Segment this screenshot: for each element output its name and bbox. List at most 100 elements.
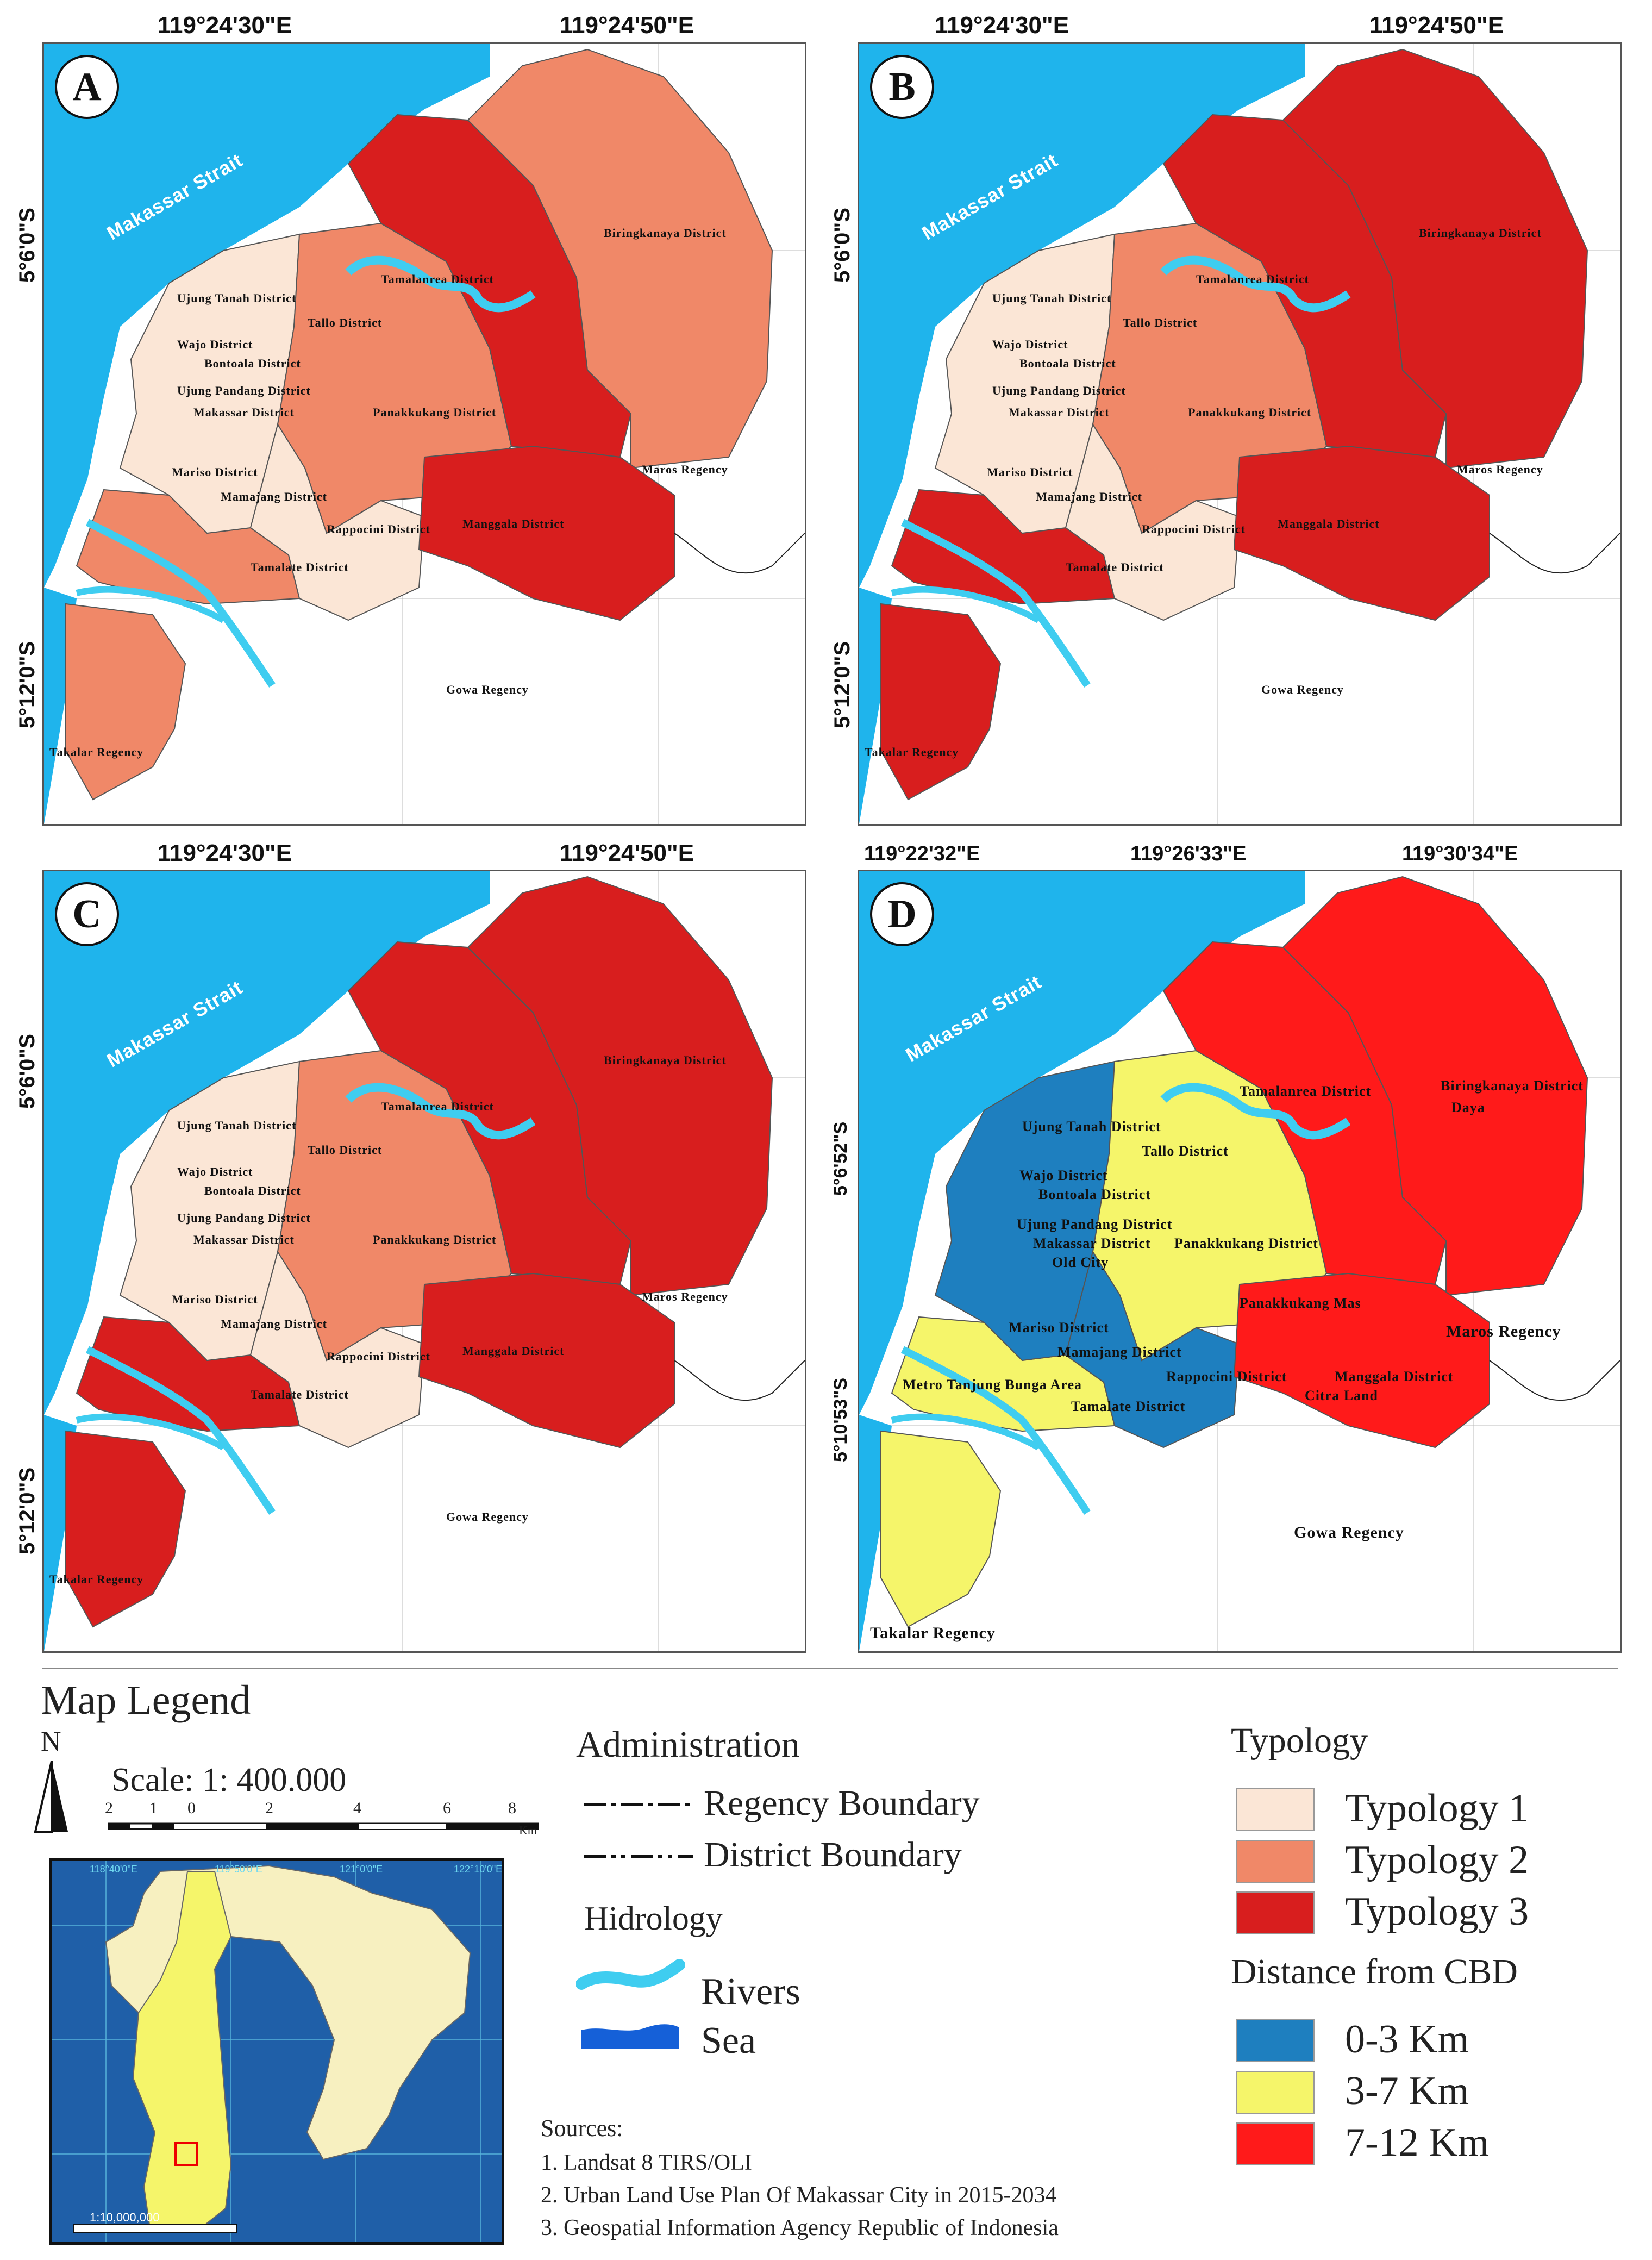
map-label: Old City bbox=[1052, 1254, 1109, 1270]
map-label: Takalar Regency bbox=[49, 745, 144, 759]
scale-tick-1: 1 bbox=[149, 1799, 158, 1817]
coord-left-b1: 5°6'0"S bbox=[830, 208, 854, 283]
map-label: Panakkukang District bbox=[373, 1233, 497, 1246]
map-panel-d: D Tamalanrea District Biringkanaya Distric… bbox=[858, 870, 1622, 1653]
north-label: N bbox=[41, 1726, 61, 1757]
panel-letter-badge: A bbox=[55, 55, 119, 119]
map-label: Maros Regency bbox=[1457, 463, 1543, 476]
typology-2-swatch bbox=[1236, 1840, 1315, 1883]
map-label: Wajo District bbox=[992, 338, 1068, 351]
coord-top-d3: 119°30'34"E bbox=[1402, 842, 1518, 865]
sea bbox=[44, 44, 490, 588]
distance-3-label: 7-12 Km bbox=[1345, 2120, 1490, 2165]
district-boundary-symbol bbox=[584, 1855, 693, 1858]
district-biringkanaya bbox=[467, 876, 773, 1296]
map-label: Tallo District bbox=[308, 316, 383, 329]
coord-left-c1: 5°6'0"S bbox=[15, 1034, 39, 1109]
scale-bar bbox=[108, 1822, 539, 1830]
map-label: Makassar District bbox=[193, 1233, 295, 1246]
inset-coord-3: 122°10'0"E bbox=[454, 1864, 503, 1875]
district-biringkanaya bbox=[1282, 48, 1588, 469]
regency-boundary-symbol bbox=[584, 1803, 693, 1806]
map-label: Makassar District bbox=[1033, 1235, 1151, 1251]
scale-tick-5: 6 bbox=[443, 1799, 451, 1817]
sea-symbol bbox=[581, 2024, 679, 2049]
district-boundary-label: District Boundary bbox=[704, 1835, 962, 1875]
river-estuary bbox=[891, 586, 1040, 623]
coord-left-c2: 5°12'0"S bbox=[15, 1467, 39, 1554]
inset-scale: 1:10,000,000 bbox=[90, 2211, 160, 2224]
map-label: Wajo District bbox=[177, 1165, 253, 1178]
sea bbox=[859, 44, 1305, 588]
inset-coord-2: 121°0'0"E bbox=[340, 1864, 383, 1875]
river-jeneberang bbox=[900, 519, 1091, 688]
map-label: Ujung Pandang District bbox=[177, 1211, 311, 1225]
river-jeneberang bbox=[900, 1346, 1091, 1515]
map-label: Panakkukang Mas bbox=[1240, 1295, 1361, 1311]
map-label: Citra Land bbox=[1305, 1388, 1378, 1403]
coord-top-b2: 119°24'50"E bbox=[1369, 12, 1504, 39]
scale-tick-4: 4 bbox=[353, 1799, 361, 1817]
distance-1-swatch bbox=[1236, 2019, 1315, 2062]
river-jeneberang bbox=[85, 1346, 276, 1515]
district-takalar-area bbox=[880, 603, 1002, 801]
scale-tick-2: 0 bbox=[187, 1799, 196, 1817]
inset-map: 1:10,000,000 118°40'0"E 119°50'0"E 121°0… bbox=[49, 1858, 504, 2245]
map-label: Tamalate District bbox=[251, 560, 349, 574]
map-label: Bontoala District bbox=[204, 357, 301, 370]
map-label: Panakkukang District bbox=[373, 405, 497, 419]
map-label: Rappocini District bbox=[327, 522, 430, 536]
district-manggala bbox=[418, 445, 675, 621]
river-jeneberang bbox=[85, 519, 276, 688]
district-rappocini bbox=[1065, 1250, 1241, 1449]
map-label: Ujung Tanah District bbox=[1022, 1119, 1161, 1134]
inset-coord-1: 119°50'0"E bbox=[215, 1864, 262, 1875]
typology-3-swatch bbox=[1236, 1891, 1315, 1934]
map-label: Wajo District bbox=[177, 338, 253, 351]
coord-top-d2: 119°26'33"E bbox=[1130, 842, 1247, 865]
district-rappocini bbox=[249, 423, 425, 621]
source-3: 3. Geospatial Information Agency Republi… bbox=[541, 2215, 1059, 2240]
district-biringkanaya bbox=[1282, 876, 1588, 1296]
district-takalar-area bbox=[65, 1430, 186, 1628]
map-label: Biringkanaya District bbox=[1419, 226, 1542, 240]
inset-coord-0: 118°40'0"E bbox=[90, 1864, 137, 1875]
district-manggala bbox=[418, 1272, 675, 1449]
map-label: Rappocini District bbox=[327, 1350, 430, 1363]
regency-boundary bbox=[674, 533, 805, 574]
district-biringkanaya bbox=[467, 48, 773, 469]
map-canvas bbox=[859, 44, 1620, 824]
map-label: Manggala District bbox=[1278, 517, 1380, 530]
map-canvas bbox=[44, 44, 805, 824]
map-label: Rappocini District bbox=[1166, 1369, 1287, 1384]
legend-title: Map Legend bbox=[41, 1677, 251, 1723]
district-manggala bbox=[1233, 445, 1490, 621]
distance-2-label: 3-7 Km bbox=[1345, 2069, 1469, 2113]
map-label: Tamalanrea District bbox=[1196, 272, 1309, 286]
typology-1-label: Typology 1 bbox=[1345, 1786, 1529, 1831]
sea bbox=[44, 871, 490, 1415]
map-label: Gowa Regency bbox=[446, 683, 529, 696]
map-panel-c: C Biringkanaya District Tamalanrea Distric… bbox=[42, 870, 806, 1653]
map-label: Tallo District bbox=[1142, 1143, 1229, 1159]
river-tallo bbox=[345, 255, 536, 313]
typology-1-swatch bbox=[1236, 1788, 1315, 1831]
typology-title: Typology bbox=[1231, 1721, 1368, 1760]
map-label: Tamalanrea District bbox=[381, 1100, 494, 1113]
coord-left-b2: 5°12'0"S bbox=[830, 641, 854, 728]
coord-left-a1: 5°6'0"S bbox=[15, 208, 39, 283]
map-label: Manggala District bbox=[462, 1344, 565, 1358]
map-label: Takalar Regency bbox=[49, 1572, 144, 1586]
map-label: Metro Tanjung Bunga Area bbox=[903, 1377, 1082, 1393]
scale-tick-6: 8 bbox=[508, 1799, 516, 1817]
coord-top-b1: 119°24'30"E bbox=[935, 12, 1069, 39]
map-label: Maros Regency bbox=[642, 463, 728, 476]
map-label: Ujung Pandang District bbox=[992, 384, 1126, 397]
distance-title: Distance from CBD bbox=[1231, 1952, 1518, 1991]
admin-title: Administration bbox=[576, 1724, 800, 1765]
map-label: Panakkukang District bbox=[1174, 1235, 1318, 1251]
district-rappocini bbox=[249, 1250, 425, 1449]
river-estuary bbox=[891, 1413, 1040, 1451]
source-2: 2. Urban Land Use Plan Of Makassar City … bbox=[541, 2183, 1057, 2208]
sea bbox=[859, 871, 1305, 1415]
